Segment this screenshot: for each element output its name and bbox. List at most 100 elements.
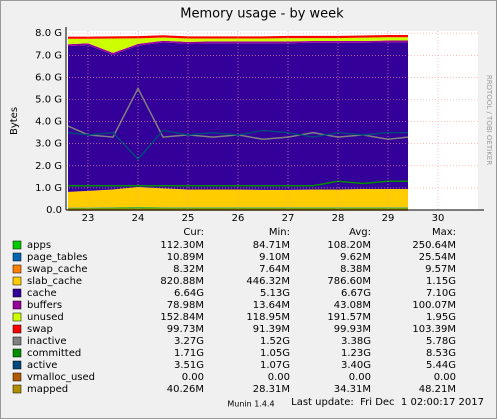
summary-cell: 1.23G [341, 348, 371, 359]
legend-label: page_tables [27, 252, 88, 263]
summary-cell: 0.00 [268, 372, 290, 383]
summary-cell: 43.08M [334, 300, 371, 311]
x-tick-label: 27 [282, 213, 295, 224]
legend-label: mapped [27, 384, 68, 395]
legend-swatch [12, 312, 22, 322]
summary-cell: 3.51G [174, 360, 204, 371]
summary-cell: 820.88M [160, 276, 204, 287]
x-tick-label: 26 [232, 213, 245, 224]
legend-label: vmalloc_used [27, 372, 95, 383]
summary-cell: 118.95M [246, 312, 290, 323]
legend-swatch [12, 372, 22, 382]
summary-cell: 40.26M [167, 384, 204, 395]
y-tick-label: 8.0 G [35, 28, 62, 39]
legend-label: apps [27, 240, 51, 251]
summary-cell: 9.57M [425, 264, 456, 275]
area [68, 35, 408, 39]
area [68, 207, 408, 208]
summary-cell: 446.32M [246, 276, 290, 287]
summary-cell: 10.89M [167, 252, 204, 263]
summary-cell: 28.31M [253, 384, 290, 395]
summary-cell: 78.98M [167, 300, 204, 311]
legend-label: inactive [27, 336, 67, 347]
column-header: Max: [432, 227, 456, 238]
y-tick-label: 0.0 [46, 205, 62, 216]
summary-cell: 99.93M [334, 324, 371, 335]
legend-swatch [12, 348, 22, 358]
summary-cell: 8.53G [426, 348, 456, 359]
last-update: Last update: Fri Dec 1 02:00:17 2017 [291, 397, 484, 408]
summary-cell: 99.73M [167, 324, 204, 335]
summary-cell: 0.00 [182, 372, 204, 383]
summary-cell: 1.95G [426, 312, 456, 323]
y-tick-label: 2.0 G [35, 161, 62, 172]
summary-cell: 8.32M [173, 264, 204, 275]
y-axis-label: Bytes [9, 107, 20, 135]
summary-cell: 91.39M [253, 324, 290, 335]
legend-label: buffers [27, 300, 62, 311]
area [68, 40, 408, 55]
x-tick-label: 23 [82, 213, 95, 224]
summary-cell: 84.71M [253, 240, 290, 251]
x-tick-label: 28 [332, 213, 345, 224]
legend-swatch [12, 300, 22, 310]
summary-cell: 34.31M [334, 384, 371, 395]
summary-cell: 786.60M [327, 276, 371, 287]
summary-cell: 108.20M [327, 240, 371, 251]
line [68, 180, 408, 187]
summary-cell: 8.38M [340, 264, 371, 275]
summary-cell: 0.00 [434, 372, 456, 383]
summary-cell: 3.40G [341, 360, 371, 371]
credit: RRDTOOL / TOBI OETIKER [485, 75, 493, 165]
summary-cell: 48.21M [419, 384, 456, 395]
column-header: Avg: [349, 227, 371, 238]
summary-cell: 1.15G [426, 276, 456, 287]
summary-cell: 25.54M [419, 252, 456, 263]
summary-cell: 1.05G [260, 348, 290, 359]
legend-swatch [12, 324, 22, 334]
legend-swatch [12, 384, 22, 394]
legend-swatch [12, 288, 22, 298]
column-header: Cur: [183, 227, 204, 238]
legend-label: committed [27, 348, 81, 359]
legend-swatch [12, 264, 22, 274]
y-tick-label: 5.0 G [35, 95, 62, 106]
legend-swatch [12, 276, 22, 286]
y-tick-label: 3.0 G [35, 139, 62, 150]
summary-cell: 9.62M [340, 252, 371, 263]
summary-cell: 5.44G [426, 360, 456, 371]
summary-cell: 250.64M [412, 240, 456, 251]
summary-cell: 7.10G [426, 288, 456, 299]
summary-cell: 103.39M [412, 324, 456, 335]
summary-cell: 100.07M [412, 300, 456, 311]
x-tick-label: 30 [432, 213, 445, 224]
legend-label: slab_cache [27, 276, 82, 287]
legend-label: swap_cache [27, 264, 87, 275]
summary-cell: 1.07G [260, 360, 290, 371]
x-tick-label: 29 [382, 213, 395, 224]
y-tick-label: 7.0 G [35, 50, 62, 61]
area [68, 206, 408, 208]
column-header: Min: [269, 227, 290, 238]
summary-cell: 1.52G [260, 336, 290, 347]
y-tick-label: 1.0 G [35, 183, 62, 194]
summary-cell: 6.67G [341, 288, 371, 299]
y-tick-label: 4.0 G [35, 117, 62, 128]
legend-label: unused [27, 312, 64, 323]
summary-cell: 13.64M [253, 300, 290, 311]
summary-cell: 152.84M [160, 312, 204, 323]
summary-cell: 3.27G [174, 336, 204, 347]
summary-cell: 5.13G [260, 288, 290, 299]
area [68, 187, 408, 208]
legend-label: cache [27, 288, 57, 299]
summary-cell: 0.00 [349, 372, 371, 383]
legend-label: active [27, 360, 57, 371]
summary-cell: 6.64G [174, 288, 204, 299]
area [68, 42, 408, 192]
legend-swatch [12, 336, 22, 346]
summary-cell: 7.64M [259, 264, 290, 275]
area [68, 37, 408, 53]
y-tick-label: 6.0 G [35, 72, 62, 83]
legend-swatch [12, 360, 22, 370]
